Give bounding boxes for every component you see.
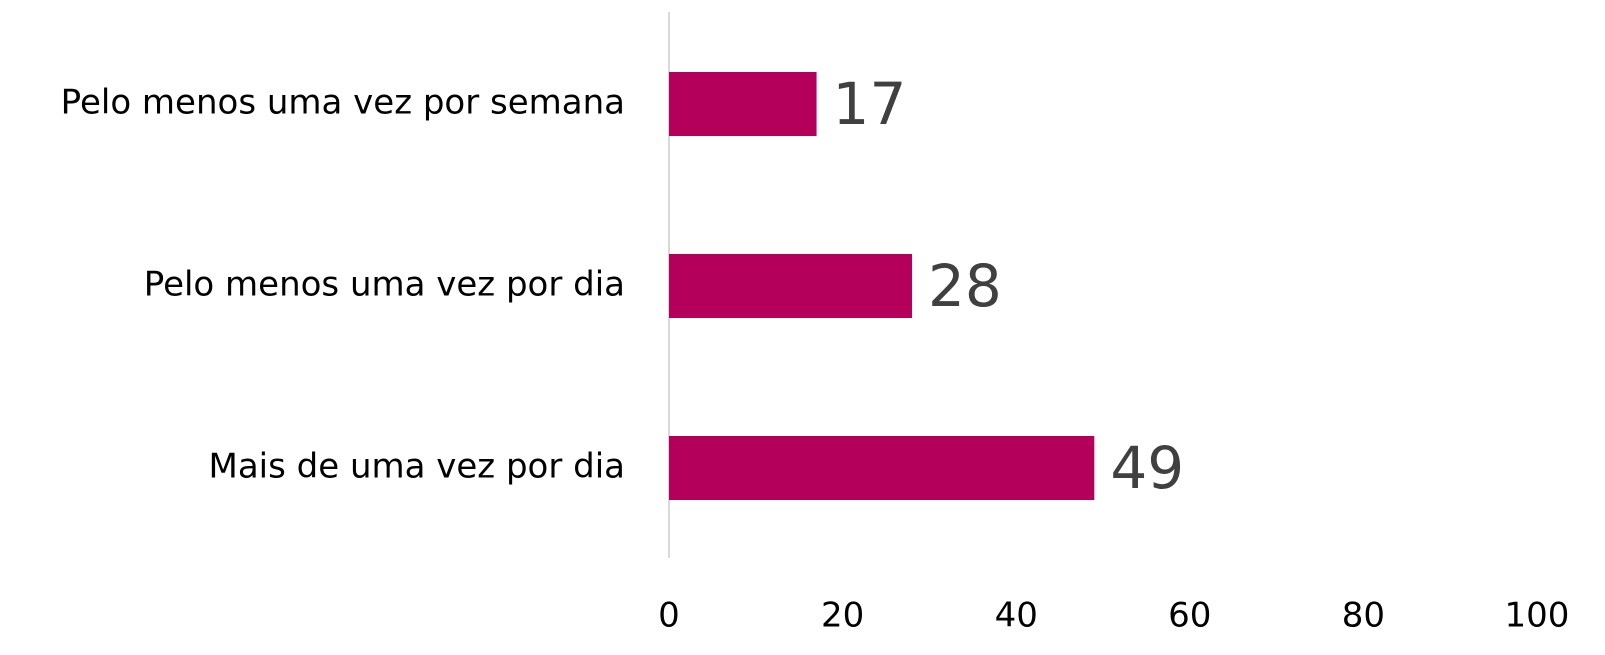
x-tick-label: 60 xyxy=(1168,596,1211,636)
bar xyxy=(669,254,913,318)
data-label: 28 xyxy=(928,252,1002,320)
bar xyxy=(669,436,1095,500)
y-tick-label: Pelo menos uma vez por semana xyxy=(61,83,625,123)
y-tick-label: Mais de uma vez por dia xyxy=(209,447,625,487)
x-tick-label: 100 xyxy=(1505,596,1570,636)
data-label: 49 xyxy=(1110,434,1184,502)
x-tick-label: 80 xyxy=(1342,596,1385,636)
x-tick-label: 0 xyxy=(658,596,680,636)
y-tick-label: Pelo menos uma vez por dia xyxy=(144,265,625,305)
data-label: 17 xyxy=(833,70,907,138)
x-tick-label: 40 xyxy=(995,596,1038,636)
x-tick-label: 20 xyxy=(821,596,864,636)
bar xyxy=(669,72,817,136)
